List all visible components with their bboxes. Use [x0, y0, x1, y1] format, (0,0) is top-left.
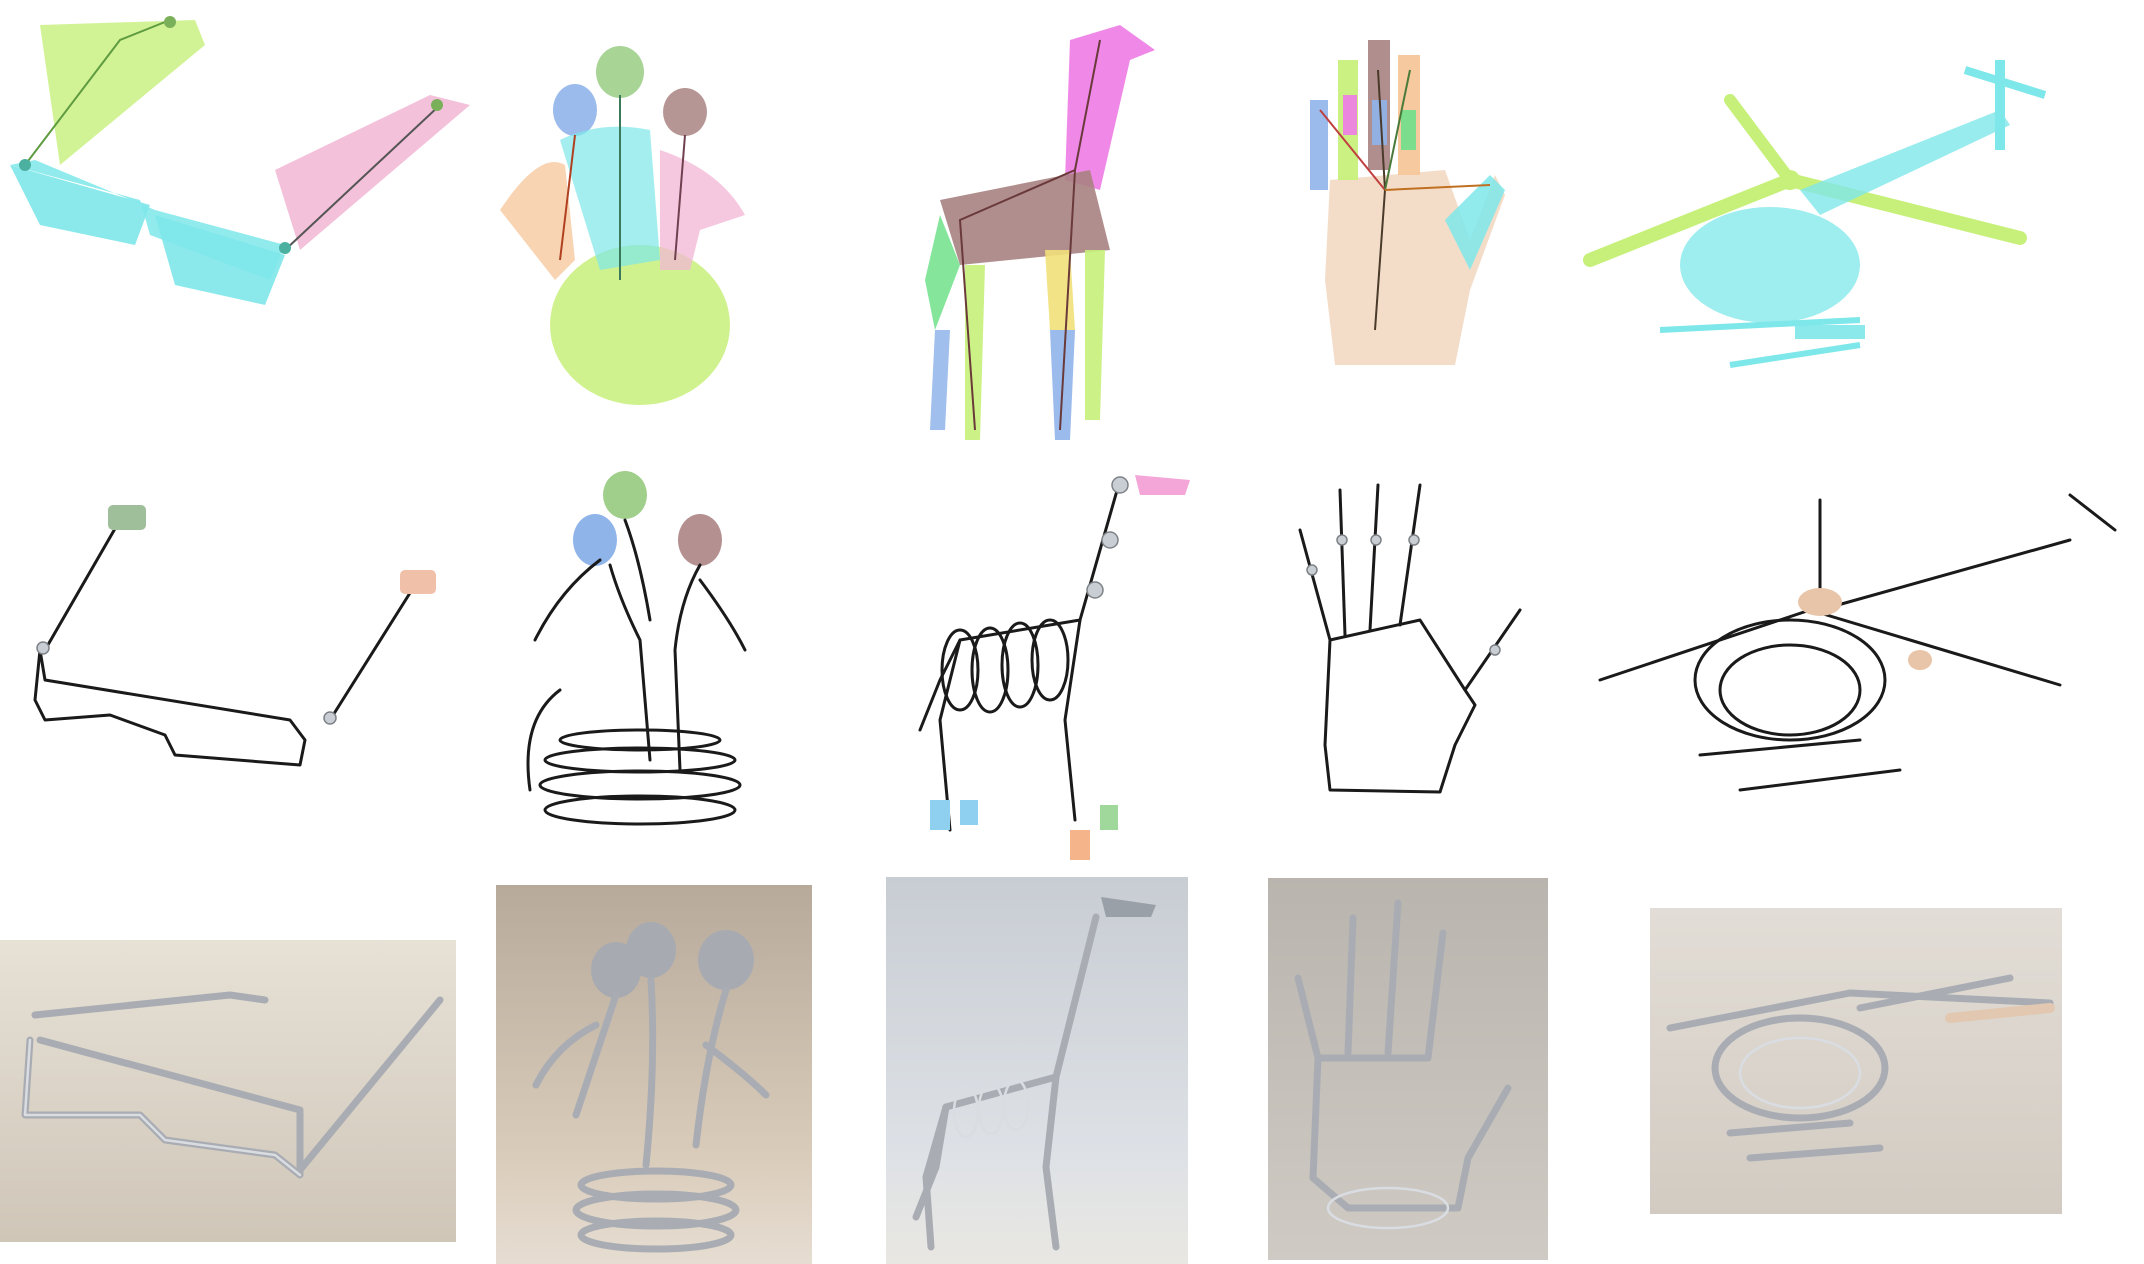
- glasses-mesh: [10, 16, 470, 305]
- giraffe-mesh: [925, 25, 1155, 440]
- hand-wire: [1298, 483, 1522, 794]
- hand-photo: [1268, 878, 1548, 1260]
- giraffe-photo: [886, 877, 1188, 1264]
- figures-wire: [526, 471, 747, 826]
- row-wire-designs: [33, 471, 2117, 860]
- helicopter-wire: [1598, 493, 2117, 792]
- hand-mesh: [1310, 40, 1505, 365]
- glasses-wire: [33, 505, 436, 767]
- helicopter-photo: [1650, 908, 2062, 1214]
- giraffe-wire: [918, 475, 1190, 860]
- row-segmented-meshes: [10, 16, 2047, 440]
- figures-mesh: [500, 46, 745, 405]
- helicopter-mesh: [1583, 60, 2047, 368]
- glasses-photo: [0, 940, 456, 1242]
- figures-photo: [496, 885, 812, 1264]
